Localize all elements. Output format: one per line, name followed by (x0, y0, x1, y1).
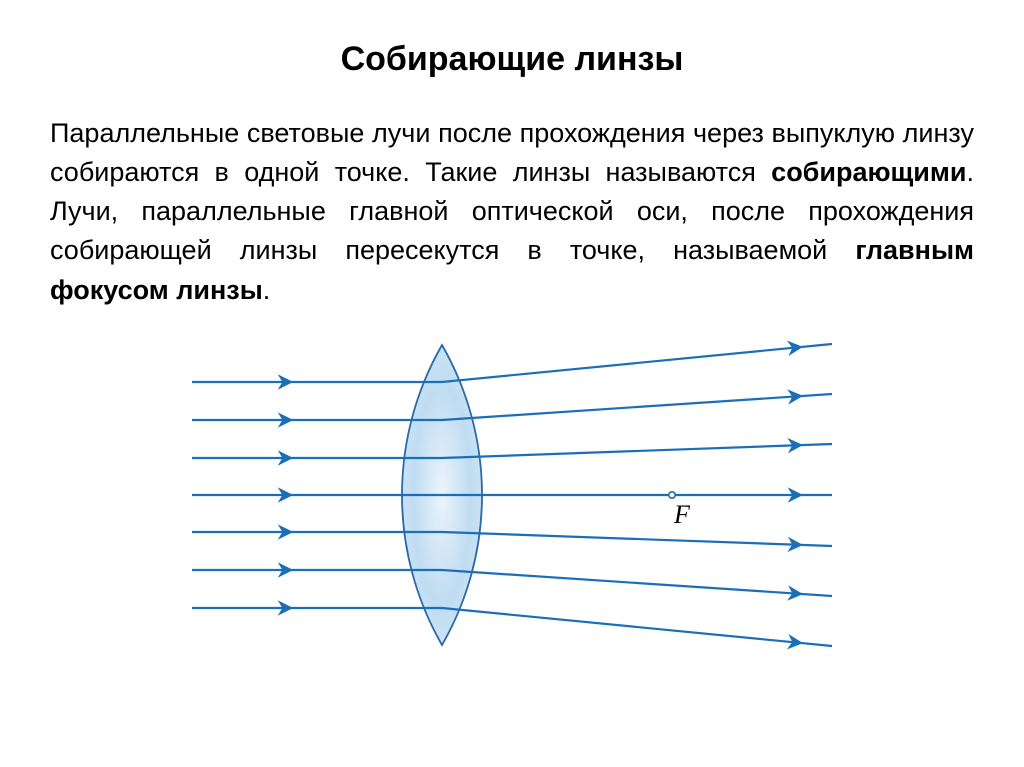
diagram-container: F (50, 330, 974, 660)
focus-point (669, 492, 675, 498)
converging-lens-diagram: F (192, 330, 832, 660)
bold-term: собирающими (771, 157, 966, 187)
body-paragraph: Параллельные световые лучи после прохожд… (50, 114, 974, 310)
page-title: Собирающие линзы (50, 40, 974, 79)
rays-group (192, 344, 832, 646)
body-text: . (263, 275, 271, 305)
focus-label: F (673, 500, 691, 529)
